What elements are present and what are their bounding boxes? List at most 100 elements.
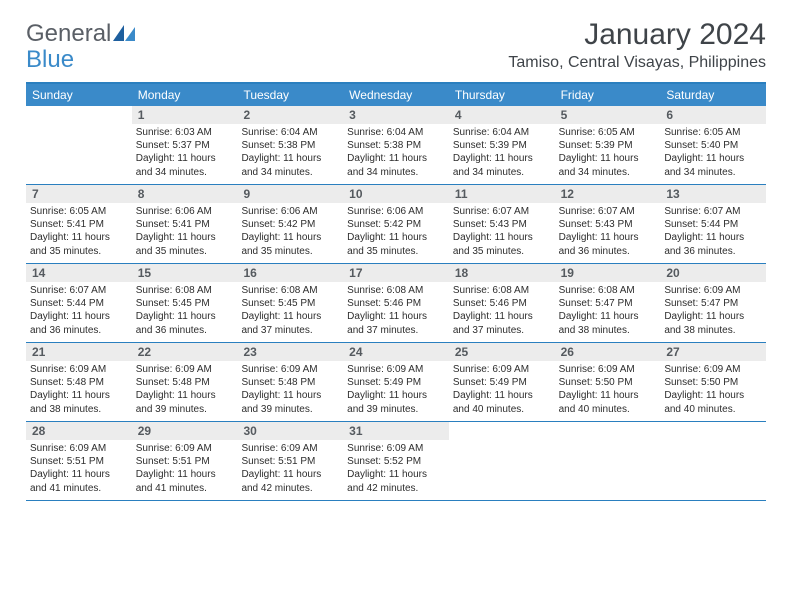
day-cell	[660, 422, 766, 500]
sunrise-text: Sunrise: 6:06 AM	[241, 205, 339, 218]
day-cell: 27Sunrise: 6:09 AMSunset: 5:50 PMDayligh…	[660, 343, 766, 421]
day-cell: 11Sunrise: 6:07 AMSunset: 5:43 PMDayligh…	[449, 185, 555, 263]
day-cell	[555, 422, 661, 500]
sunset-text: Sunset: 5:46 PM	[453, 297, 551, 310]
daylight-text: Daylight: 11 hours and 35 minutes.	[453, 231, 551, 257]
sunrise-text: Sunrise: 6:09 AM	[453, 363, 551, 376]
day-body: Sunrise: 6:09 AMSunset: 5:52 PMDaylight:…	[343, 440, 449, 499]
sunrise-text: Sunrise: 6:08 AM	[453, 284, 551, 297]
day-cell: 21Sunrise: 6:09 AMSunset: 5:48 PMDayligh…	[26, 343, 132, 421]
day-cell: 17Sunrise: 6:08 AMSunset: 5:46 PMDayligh…	[343, 264, 449, 342]
day-cell: 15Sunrise: 6:08 AMSunset: 5:45 PMDayligh…	[132, 264, 238, 342]
sunset-text: Sunset: 5:44 PM	[664, 218, 762, 231]
day-cell: 25Sunrise: 6:09 AMSunset: 5:49 PMDayligh…	[449, 343, 555, 421]
week-row: 7Sunrise: 6:05 AMSunset: 5:41 PMDaylight…	[26, 185, 766, 264]
sunset-text: Sunset: 5:46 PM	[347, 297, 445, 310]
day-cell: 1Sunrise: 6:03 AMSunset: 5:37 PMDaylight…	[132, 106, 238, 184]
day-body: Sunrise: 6:09 AMSunset: 5:48 PMDaylight:…	[237, 361, 343, 420]
sunrise-text: Sunrise: 6:04 AM	[347, 126, 445, 139]
sunset-text: Sunset: 5:43 PM	[453, 218, 551, 231]
sunset-text: Sunset: 5:38 PM	[241, 139, 339, 152]
daylight-text: Daylight: 11 hours and 34 minutes.	[136, 152, 234, 178]
day-body: Sunrise: 6:09 AMSunset: 5:51 PMDaylight:…	[26, 440, 132, 499]
sunset-text: Sunset: 5:41 PM	[30, 218, 128, 231]
sunset-text: Sunset: 5:39 PM	[559, 139, 657, 152]
day-number: 18	[449, 264, 555, 282]
day-body: Sunrise: 6:04 AMSunset: 5:39 PMDaylight:…	[449, 124, 555, 183]
day-number: 15	[132, 264, 238, 282]
daylight-text: Daylight: 11 hours and 42 minutes.	[241, 468, 339, 494]
sunset-text: Sunset: 5:43 PM	[559, 218, 657, 231]
daylight-text: Daylight: 11 hours and 34 minutes.	[241, 152, 339, 178]
dow-sun: Sunday	[26, 84, 132, 106]
day-number: 25	[449, 343, 555, 361]
dow-wed: Wednesday	[343, 84, 449, 106]
day-number: 23	[237, 343, 343, 361]
day-number: 22	[132, 343, 238, 361]
sunset-text: Sunset: 5:50 PM	[559, 376, 657, 389]
day-body: Sunrise: 6:06 AMSunset: 5:42 PMDaylight:…	[237, 203, 343, 262]
sunset-text: Sunset: 5:41 PM	[136, 218, 234, 231]
day-number	[555, 422, 661, 426]
sunrise-text: Sunrise: 6:09 AM	[136, 442, 234, 455]
week-row: 28Sunrise: 6:09 AMSunset: 5:51 PMDayligh…	[26, 422, 766, 501]
logo-text-block: General Blue	[26, 22, 135, 74]
day-number: 27	[660, 343, 766, 361]
day-body: Sunrise: 6:09 AMSunset: 5:49 PMDaylight:…	[449, 361, 555, 420]
sunset-text: Sunset: 5:45 PM	[136, 297, 234, 310]
day-cell: 20Sunrise: 6:09 AMSunset: 5:47 PMDayligh…	[660, 264, 766, 342]
sunset-text: Sunset: 5:38 PM	[347, 139, 445, 152]
dow-row: Sunday Monday Tuesday Wednesday Thursday…	[26, 84, 766, 106]
day-cell: 26Sunrise: 6:09 AMSunset: 5:50 PMDayligh…	[555, 343, 661, 421]
day-number: 31	[343, 422, 449, 440]
sunset-text: Sunset: 5:51 PM	[30, 455, 128, 468]
sunrise-text: Sunrise: 6:04 AM	[453, 126, 551, 139]
day-number: 5	[555, 106, 661, 124]
sunset-text: Sunset: 5:44 PM	[30, 297, 128, 310]
day-body: Sunrise: 6:08 AMSunset: 5:46 PMDaylight:…	[449, 282, 555, 341]
sunset-text: Sunset: 5:37 PM	[136, 139, 234, 152]
daylight-text: Daylight: 11 hours and 35 minutes.	[30, 231, 128, 257]
day-number: 3	[343, 106, 449, 124]
day-number: 12	[555, 185, 661, 203]
day-body: Sunrise: 6:06 AMSunset: 5:42 PMDaylight:…	[343, 203, 449, 262]
daylight-text: Daylight: 11 hours and 37 minutes.	[347, 310, 445, 336]
sunrise-text: Sunrise: 6:08 AM	[559, 284, 657, 297]
day-cell: 12Sunrise: 6:07 AMSunset: 5:43 PMDayligh…	[555, 185, 661, 263]
day-body: Sunrise: 6:09 AMSunset: 5:47 PMDaylight:…	[660, 282, 766, 341]
sunrise-text: Sunrise: 6:09 AM	[664, 284, 762, 297]
day-cell: 7Sunrise: 6:05 AMSunset: 5:41 PMDaylight…	[26, 185, 132, 263]
day-cell: 10Sunrise: 6:06 AMSunset: 5:42 PMDayligh…	[343, 185, 449, 263]
day-number: 19	[555, 264, 661, 282]
day-cell: 2 Sunrise: 6:04 AMSunset: 5:38 PMDaylight…	[237, 106, 343, 184]
day-cell: 28Sunrise: 6:09 AMSunset: 5:51 PMDayligh…	[26, 422, 132, 500]
day-body: Sunrise: 6:05 AMSunset: 5:41 PMDaylight:…	[26, 203, 132, 262]
page-header: General Blue January 2024 Tamiso, Centra…	[26, 18, 766, 74]
day-body: Sunrise: 6:06 AMSunset: 5:41 PMDaylight:…	[132, 203, 238, 262]
day-body: Sunrise: 6:08 AMSunset: 5:45 PMDaylight:…	[237, 282, 343, 341]
day-body: Sunrise: 6:04 AMSunset: 5:38 PMDaylight:…	[343, 124, 449, 183]
sunrise-text: Sunrise: 6:04 AM	[241, 126, 339, 139]
day-cell: 29Sunrise: 6:09 AMSunset: 5:51 PMDayligh…	[132, 422, 238, 500]
sunset-text: Sunset: 5:51 PM	[241, 455, 339, 468]
logo-word-general: General	[26, 20, 111, 47]
day-number: 2	[237, 106, 343, 124]
day-cell: 30Sunrise: 6:09 AMSunset: 5:51 PMDayligh…	[237, 422, 343, 500]
day-number: 1	[132, 106, 238, 124]
daylight-text: Daylight: 11 hours and 38 minutes.	[664, 310, 762, 336]
daylight-text: Daylight: 11 hours and 39 minutes.	[347, 389, 445, 415]
dow-sat: Saturday	[660, 84, 766, 106]
daylight-text: Daylight: 11 hours and 38 minutes.	[30, 389, 128, 415]
day-number: 14	[26, 264, 132, 282]
day-body: Sunrise: 6:08 AMSunset: 5:45 PMDaylight:…	[132, 282, 238, 341]
day-body: Sunrise: 6:09 AMSunset: 5:50 PMDaylight:…	[555, 361, 661, 420]
day-cell	[449, 422, 555, 500]
day-cell: 5Sunrise: 6:05 AMSunset: 5:39 PMDaylight…	[555, 106, 661, 184]
day-number: 6	[660, 106, 766, 124]
sunrise-text: Sunrise: 6:06 AM	[347, 205, 445, 218]
day-body: Sunrise: 6:07 AMSunset: 5:43 PMDaylight:…	[449, 203, 555, 262]
sunrise-text: Sunrise: 6:08 AM	[347, 284, 445, 297]
sunset-text: Sunset: 5:49 PM	[453, 376, 551, 389]
day-cell: 22Sunrise: 6:09 AMSunset: 5:48 PMDayligh…	[132, 343, 238, 421]
daylight-text: Daylight: 11 hours and 36 minutes.	[559, 231, 657, 257]
